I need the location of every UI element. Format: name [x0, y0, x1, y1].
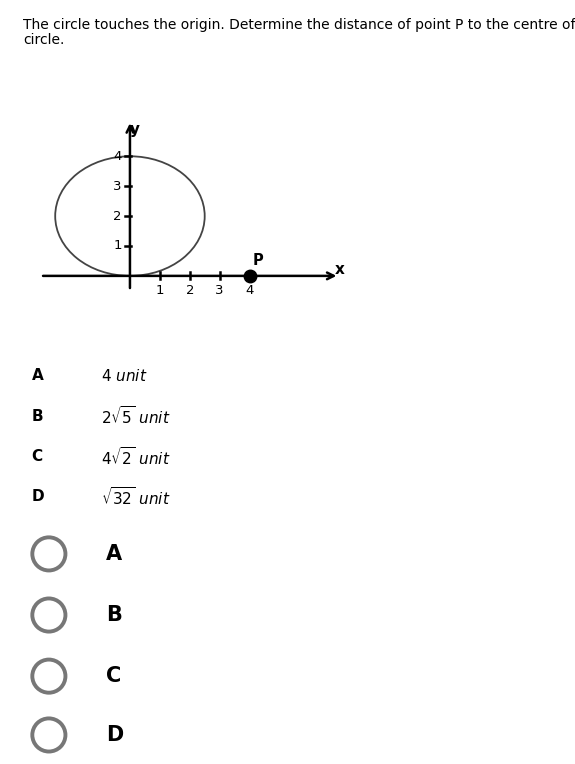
- Text: x: x: [335, 262, 344, 277]
- Text: 2: 2: [113, 209, 121, 222]
- Text: D: D: [106, 725, 124, 745]
- Text: $4\ \mathit{unit}$: $4\ \mathit{unit}$: [101, 368, 147, 384]
- Text: 4: 4: [246, 284, 254, 297]
- Text: A: A: [106, 544, 122, 564]
- Text: y: y: [131, 122, 140, 137]
- Text: $\sqrt{32}\ \mathit{unit}$: $\sqrt{32}\ \mathit{unit}$: [101, 486, 170, 507]
- Text: 1: 1: [113, 239, 121, 252]
- Text: B: B: [106, 605, 122, 625]
- Text: C: C: [32, 449, 43, 465]
- Text: C: C: [106, 666, 122, 686]
- Text: $2\sqrt{5}\ \mathit{unit}$: $2\sqrt{5}\ \mathit{unit}$: [101, 406, 170, 427]
- Text: D: D: [32, 489, 44, 504]
- Text: 1: 1: [156, 284, 164, 297]
- Text: The circle touches the origin. Determine the distance of point P to the centre o: The circle touches the origin. Determine…: [23, 18, 575, 31]
- Text: 3: 3: [216, 284, 224, 297]
- Text: 2: 2: [186, 284, 194, 297]
- Text: $4\sqrt{2}\ \mathit{unit}$: $4\sqrt{2}\ \mathit{unit}$: [101, 446, 170, 468]
- Text: 4: 4: [113, 150, 121, 163]
- Text: A: A: [32, 368, 43, 384]
- Text: 3: 3: [113, 180, 121, 193]
- Text: P: P: [252, 253, 263, 267]
- Text: circle.: circle.: [23, 33, 64, 47]
- Text: B: B: [32, 409, 43, 424]
